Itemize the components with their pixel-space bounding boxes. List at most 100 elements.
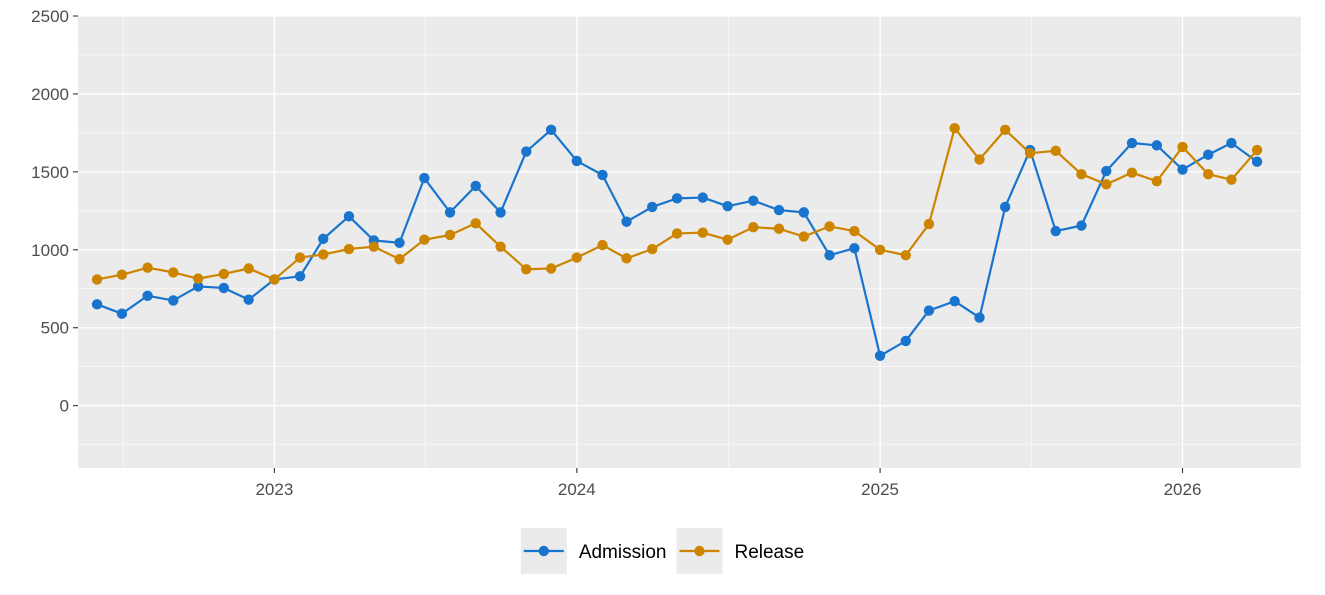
release-point <box>1251 144 1263 156</box>
release-point <box>218 268 230 280</box>
release-point <box>318 249 329 260</box>
admission-point <box>1226 137 1237 149</box>
legend-key-point-release <box>694 545 705 557</box>
release-point <box>798 231 810 242</box>
release-point <box>748 221 759 233</box>
admission-point <box>495 207 506 218</box>
admission-point <box>671 193 683 204</box>
release-point <box>368 241 380 252</box>
admission-point <box>597 169 608 181</box>
admission-point <box>470 180 481 192</box>
release-point <box>874 244 886 255</box>
x-tick-label: 2026 <box>1164 480 1202 499</box>
admission-point <box>91 299 103 310</box>
release-point <box>974 154 985 165</box>
admission-point <box>999 201 1011 213</box>
release-point <box>1226 174 1237 185</box>
release-point <box>91 274 103 285</box>
admission-point <box>545 124 557 135</box>
admission-point <box>1076 220 1087 231</box>
release-point <box>1050 145 1061 157</box>
minor-gridlines <box>78 16 1301 468</box>
release-point <box>168 267 179 278</box>
admission-point <box>1177 164 1188 175</box>
release-point <box>1202 169 1214 180</box>
admission-point <box>697 192 708 203</box>
admission-point <box>294 271 306 282</box>
admission-point <box>621 216 632 227</box>
release-point <box>521 264 532 275</box>
release-point <box>294 252 306 263</box>
release-point <box>1126 167 1138 178</box>
release-point <box>269 274 280 285</box>
admission-point <box>444 207 456 218</box>
x-tick-label: 2025 <box>861 480 899 499</box>
legend: Admission Release <box>520 528 804 574</box>
release-point <box>824 221 835 232</box>
release-point <box>923 218 935 230</box>
release-point <box>1076 169 1087 180</box>
release-point <box>243 263 254 274</box>
y-tick-label: 1500 <box>31 163 69 182</box>
admission-point <box>923 305 935 316</box>
x-tick-label: 2024 <box>558 480 596 499</box>
admission-point <box>419 172 430 184</box>
release-point <box>116 269 128 280</box>
release-point <box>773 223 785 234</box>
admission-point <box>798 207 810 218</box>
series-admission <box>91 124 1263 361</box>
x-tick-label: 2023 <box>255 480 293 499</box>
admission-point <box>1202 149 1214 160</box>
admission-point <box>243 294 254 305</box>
release-point <box>444 229 456 241</box>
y-tick-label: 1000 <box>31 241 69 260</box>
x-axis: 2023 2024 2025 2026 <box>255 468 1201 499</box>
admission-point <box>571 155 583 167</box>
release-point <box>419 234 430 245</box>
admission-point <box>900 335 911 347</box>
admission-point <box>318 233 329 245</box>
y-tick-label: 2500 <box>31 7 69 26</box>
admission-point <box>773 204 785 216</box>
series-layer <box>91 123 1263 361</box>
release-point <box>1151 176 1163 187</box>
release-point <box>1101 179 1112 190</box>
admission-point <box>521 146 532 157</box>
legend-label: Admission <box>579 542 667 563</box>
admission-point <box>647 201 658 213</box>
admission-point <box>192 281 204 292</box>
y-tick-label: 2000 <box>31 85 69 104</box>
admission-point <box>722 200 733 212</box>
release-point <box>142 262 153 273</box>
release-point <box>621 253 632 264</box>
admission-point <box>748 195 759 206</box>
admission-point <box>849 243 860 254</box>
admission-point <box>1126 137 1138 149</box>
release-point <box>1024 147 1036 159</box>
panel-background <box>78 16 1301 468</box>
y-axis: 0 500 1000 1500 2000 2500 <box>31 7 78 416</box>
admission-point <box>1050 225 1061 237</box>
release-point <box>597 239 608 251</box>
admission-point <box>218 282 230 294</box>
admission-point <box>874 350 886 361</box>
release-point <box>394 253 405 265</box>
release-point <box>192 273 204 284</box>
release-point <box>697 227 708 238</box>
admission-point <box>116 308 128 319</box>
legend-key-point-admission <box>538 545 550 557</box>
admission-point <box>974 312 985 323</box>
y-tick-label: 0 <box>60 397 69 416</box>
admission-point <box>142 290 153 301</box>
release-point <box>571 252 583 263</box>
release-point <box>343 243 355 255</box>
admission-point <box>1101 165 1112 177</box>
admission-point <box>824 250 835 261</box>
y-tick-label: 500 <box>41 319 69 338</box>
series-release <box>91 123 1263 285</box>
admission-point <box>168 295 179 306</box>
release-point <box>849 225 860 237</box>
release-point <box>1177 141 1188 153</box>
release-point <box>545 263 557 274</box>
